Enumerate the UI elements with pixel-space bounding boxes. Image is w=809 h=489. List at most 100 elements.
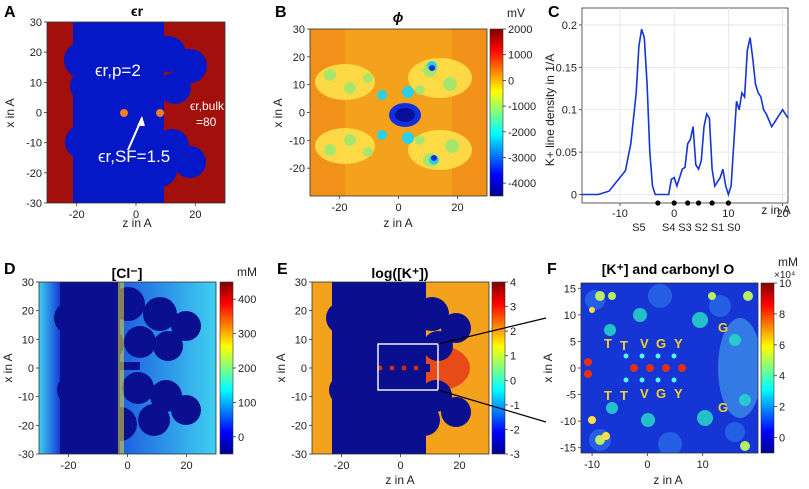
y-tick-label: 0.05 [556,147,577,159]
panel-e-heatmap [312,282,489,454]
colorbar-tick-label: -3 [510,449,520,461]
y-tick-label: 10 [22,334,34,346]
site-boundary-dot [709,200,715,206]
panel-f-colorbar [760,282,775,454]
panel-b-colorbar-unit: mV [507,6,525,20]
x-tick-label: 20 [453,460,465,472]
panel-f-residue-labels: T T V G YGT T V G YG [604,320,728,415]
panel-e-title: log([K⁺]) [371,265,428,281]
panel-c-x-ticks: -10 0 10 20 [612,203,789,220]
y-tick-label: -20 [18,420,34,432]
zoom-connector-bottom [437,389,547,423]
x-tick-label: 0 [397,460,403,472]
colorbar-tick-label: 1000 [508,50,532,62]
site-label: S5 [632,222,645,234]
residue-label-bottom: V [640,386,649,401]
panel-f-colorbar-unit: mM [778,255,798,269]
residue-label-top: T [604,336,612,351]
panel-d-title: [Cl⁻] [112,265,143,281]
x-tick-label: -20 [334,460,350,472]
colorbar-tick-label: -2000 [508,127,536,139]
x-tick-label: 0 [124,460,130,472]
y-tick-label: 0.15 [556,62,577,74]
colorbar-tick-label: 4 [779,371,785,383]
panel-a-y-ticks: 30 20 10 0 -10 -20 -30 [26,17,47,210]
colorbar-tick-label: 8 [779,309,785,321]
y-tick-label: 30 [30,17,42,29]
panel-d-ylabel: x in A [1,353,15,382]
x-tick-label: 20 [776,208,788,220]
y-tick-label: 0.2 [562,20,577,32]
panel-d-heatmap [39,282,216,454]
eps-sf-label: ϵr,SF=1.5 [98,147,170,166]
panel-e-ylabel: x in A [274,353,288,382]
site-label: S4 [662,222,675,234]
colorbar-tick-label: 400 [238,294,256,306]
panel-c-site-labels: S5 S4 S3 S2 S1 S0 [632,222,740,234]
panel-b: B ϕ [271,4,536,230]
colorbar-tick-label: 0 [238,432,244,444]
y-tick-label: 30 [293,24,305,36]
panel-c-y-ticks: 0 0.05 0.1 0.15 0.2 [556,20,582,202]
panel-c: C 00.050.10.150.2 -10 0 10 20 S5 S4 S3 S2 S1 S0 … [543,4,791,234]
panel-d-y-ticks: 30 20 10 0 -10 -20 -30 [18,277,39,461]
panel-e-y-ticks: 30 20 10 0 -10 -20 -30 [291,277,312,461]
panel-a-heatmap [47,22,225,203]
y-tick-label: 15 [564,283,576,295]
y-tick-label: -10 [26,138,42,150]
x-tick-label: -20 [332,202,348,214]
colorbar-tick-label: 100 [238,397,256,409]
panel-a: A ϵr ϵr,p=2 ϵr,bulk =80 ϵr,SF=1.5 [3,3,226,230]
eps-bulk-value: =80 [196,115,217,129]
x-tick-label: -10 [612,208,628,220]
y-tick-label: -30 [26,198,42,210]
panel-b-colorbar-ticks: 2000 1000 0 -1000 -2000 -3000 -4000 [503,24,536,190]
residue-label-top: G [656,336,666,351]
panel-c-site-dots [655,200,731,206]
site-boundary-dot [685,200,691,206]
y-tick-label: 10 [564,310,576,322]
y-tick-label: -10 [18,392,34,404]
y-tick-label: -10 [560,416,576,428]
colorbar-tick-label: 4 [510,277,516,289]
site-label: S2 [695,222,708,234]
panel-e-xlabel: z in A [385,473,414,487]
panel-a-annotations: ϵr,p=2 ϵr,bulk =80 ϵr,SF=1.5 [95,61,225,166]
panel-a-ylabel: x in A [3,98,17,127]
panel-d-x-ticks: -20 0 20 [61,454,193,472]
colorbar-tick-label: 0 [508,75,514,87]
colorbar-tick-label: 6 [779,340,785,352]
panel-label-f: F [547,261,557,278]
site-label: S3 [678,222,691,234]
panel-b-xlabel: z in A [383,216,412,230]
panel-e-colorbar-ticks: 4 3 2 1 0 -1 -2 -3 [505,277,520,461]
colorbar-tick-label: 2 [779,402,785,414]
residue-label-top: Y [674,336,683,351]
panel-d-colorbar [219,281,234,455]
x-tick-label: 10 [697,459,709,471]
colorbar-tick-label: 2000 [508,24,532,36]
panel-a-xlabel: z in A [122,216,151,230]
site-boundary-dot [695,200,702,206]
site-label: S1 [711,222,724,234]
colorbar-tick-label: -3000 [508,152,536,164]
residue-label-bottom: Y [674,386,683,401]
y-tick-label: 10 [293,80,305,92]
y-tick-label: -10 [289,135,305,147]
panel-b-y-ticks: 30 20 10 0 -10 -20 [289,24,310,175]
panel-f-colorbar-ticks: 10 8 6 4 2 0 [774,278,791,445]
y-tick-label: 20 [293,52,305,64]
panel-f-y-ticks: 15 10 5 0 -5 -10 -15 [560,283,581,455]
x-tick-label: 0 [671,208,677,220]
panel-e-colorbar [491,281,506,455]
colorbar-tick-label: -1 [510,400,520,412]
residue-label-bottom: G [718,400,728,415]
panel-label-a: A [4,4,16,21]
panel-b-ylabel: x in A [271,98,285,127]
y-tick-label: -15 [560,443,576,455]
colorbar-tick-label: -2 [510,424,520,436]
y-tick-label: 20 [30,47,42,59]
x-tick-label: 20 [180,460,192,472]
colorbar-tick-label: 2 [510,326,516,338]
y-tick-label: 0 [571,190,577,202]
